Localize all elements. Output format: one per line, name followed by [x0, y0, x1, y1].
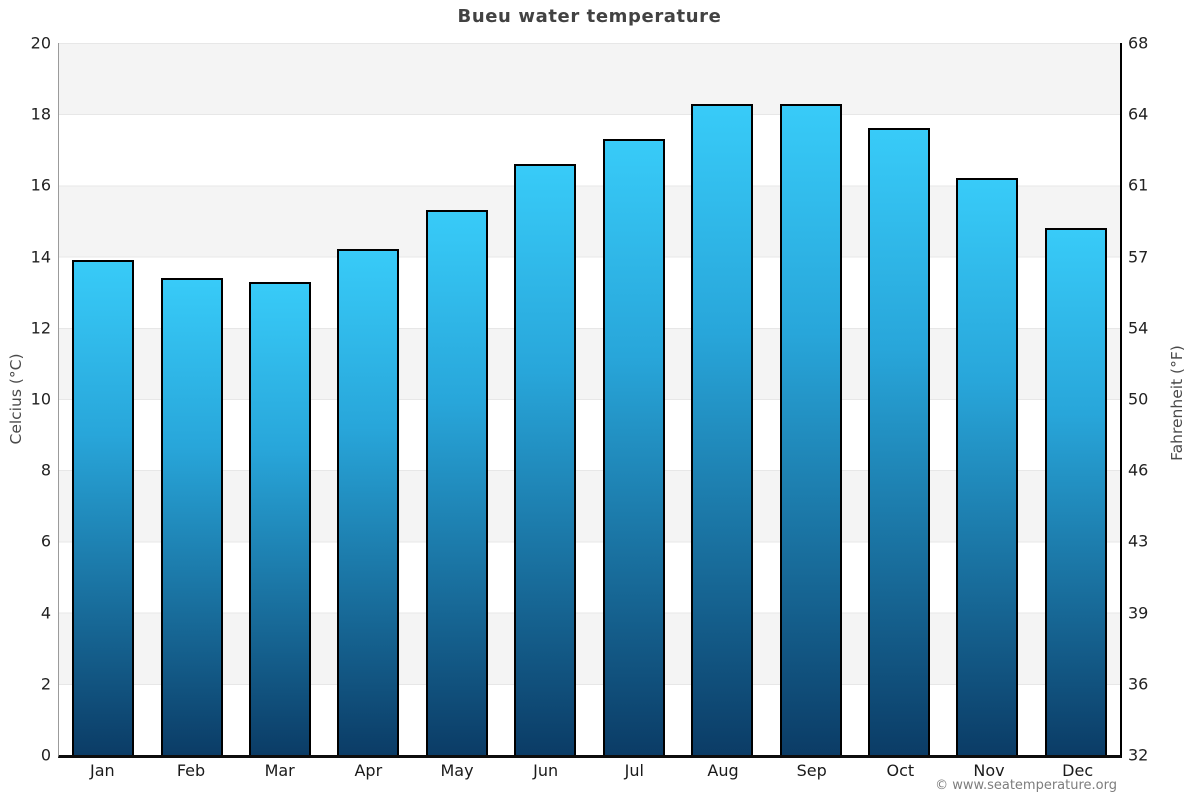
y-tick-label: 8: [40, 460, 51, 480]
x-tick-label-may: May: [440, 761, 474, 780]
y-tick-label: 10: [30, 389, 51, 409]
bar-jul: [602, 139, 665, 755]
y-tick-label: 14: [30, 247, 51, 267]
x-tick-label-jan: Jan: [89, 761, 115, 780]
y-tick-label: 32: [1128, 745, 1149, 765]
bar-mar: [249, 281, 312, 755]
y-tick-label: 16: [30, 175, 51, 195]
bar-oct: [867, 128, 930, 755]
bar-may: [425, 210, 488, 755]
y-axis-ticks-celsius: 20 18 16 14 12 10 8 6 4 2 0: [0, 34, 51, 765]
chart-title: Bueu water temperature: [457, 6, 722, 27]
bar-jun: [514, 164, 577, 755]
y-tick-label: 43: [1128, 531, 1149, 551]
y-tick-label: 0: [40, 745, 51, 765]
x-tick-label-jul: Jul: [624, 761, 644, 780]
bar-feb: [160, 277, 223, 755]
plot-area: [58, 43, 1122, 758]
x-tick-label-aug: Aug: [707, 761, 739, 780]
y-tick-label: 64: [1128, 104, 1149, 124]
x-tick-label-sep: Sep: [796, 761, 827, 780]
y-tick-label: 68: [1128, 33, 1149, 53]
y-tick-label: 20: [30, 33, 51, 53]
copyright-text: © www.seatemperature.org: [935, 778, 1117, 793]
x-axis-ticks-months: Jan Feb Mar Apr May Jun Jul Aug Sep Oct Nov Dec: [58, 761, 1122, 783]
bar-nov: [956, 178, 1019, 755]
y-tick-label: 12: [30, 318, 51, 338]
y-tick-label: 61: [1128, 175, 1149, 195]
x-tick-label-jun: Jun: [533, 761, 559, 780]
x-tick-label-nov: Nov: [973, 761, 1005, 780]
y-tick-label: 36: [1128, 674, 1149, 694]
y-axis-ticks-fahrenheit: 68 64 61 57 54 50 46 43 39 36 32: [1128, 34, 1188, 765]
y-tick-label: 50: [1128, 389, 1149, 409]
y-tick-label: 57: [1128, 247, 1149, 267]
bar-sep: [779, 103, 842, 755]
bar-aug: [691, 103, 754, 755]
y-tick-label: 2: [40, 674, 51, 694]
y-tick-label: 54: [1128, 318, 1149, 338]
y-tick-label: 18: [30, 104, 51, 124]
bar-apr: [337, 249, 400, 755]
y-tick-label: 46: [1128, 460, 1149, 480]
x-tick-label-feb: Feb: [176, 761, 206, 780]
x-tick-label-mar: Mar: [264, 761, 295, 780]
y-tick-label: 4: [40, 603, 51, 623]
y-tick-label: 6: [40, 531, 51, 551]
x-tick-label-oct: Oct: [886, 761, 915, 780]
x-tick-label-apr: Apr: [354, 761, 383, 780]
bar-jan: [72, 260, 135, 755]
x-tick-label-dec: Dec: [1062, 761, 1094, 780]
y-tick-label: 39: [1128, 603, 1149, 623]
bar-dec: [1044, 228, 1107, 755]
